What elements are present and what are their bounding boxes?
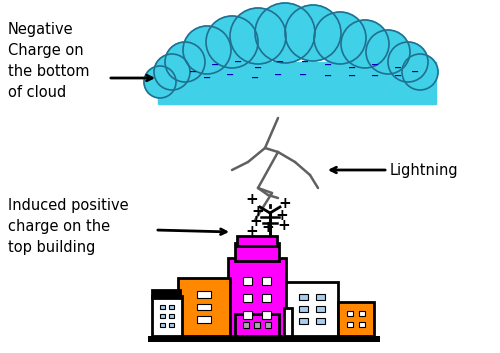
Text: +: + (246, 225, 258, 239)
Bar (299, 306, 308, 312)
Circle shape (144, 66, 176, 98)
Bar (196, 291, 212, 298)
Text: +: + (278, 217, 290, 233)
Bar (152, 290, 180, 298)
Bar (148, 336, 380, 342)
Circle shape (366, 30, 410, 74)
Bar (338, 302, 374, 336)
Text: −: − (411, 67, 419, 77)
Text: −: − (371, 71, 379, 81)
Bar (265, 322, 270, 328)
Text: −: − (324, 60, 332, 70)
Bar (160, 323, 164, 328)
Bar (286, 282, 338, 336)
Text: −: − (301, 57, 309, 67)
Circle shape (255, 3, 315, 63)
Bar (316, 306, 325, 312)
Bar (170, 314, 174, 318)
Circle shape (183, 26, 231, 74)
Text: +: + (262, 221, 274, 235)
Text: −: − (394, 71, 402, 81)
Text: −: − (348, 71, 356, 81)
Text: −: − (251, 73, 259, 83)
Bar (196, 304, 212, 310)
Bar (237, 236, 277, 246)
Bar (242, 276, 252, 285)
Circle shape (285, 5, 341, 61)
Text: −: − (189, 67, 197, 77)
Text: +: + (276, 208, 288, 222)
Circle shape (230, 8, 286, 64)
Bar (196, 316, 212, 323)
Bar (262, 311, 272, 319)
Bar (242, 311, 252, 319)
Bar (262, 276, 272, 285)
Text: −: − (276, 57, 284, 67)
Text: +: + (246, 192, 258, 208)
Circle shape (314, 12, 366, 64)
Text: −: − (394, 63, 402, 73)
Text: +: + (250, 215, 262, 229)
Text: −: − (203, 73, 211, 83)
Bar (170, 305, 174, 309)
Text: −: − (226, 70, 234, 80)
Text: −: − (324, 71, 332, 81)
Bar (359, 322, 365, 327)
Bar (359, 311, 365, 316)
Bar (160, 305, 164, 309)
Bar (235, 314, 279, 336)
Bar (170, 323, 174, 328)
Bar (152, 296, 182, 336)
Bar (316, 294, 325, 300)
Bar (228, 258, 286, 336)
Bar (316, 318, 325, 324)
Circle shape (206, 16, 258, 68)
Bar (235, 243, 279, 261)
Bar (254, 322, 260, 328)
Circle shape (154, 54, 190, 90)
Bar (299, 318, 308, 324)
Bar (299, 294, 308, 300)
Bar (242, 294, 252, 302)
Text: −: − (274, 70, 282, 80)
Bar (347, 311, 353, 316)
Text: Induced positive
charge on the
top building: Induced positive charge on the top build… (8, 198, 128, 255)
Circle shape (341, 20, 389, 68)
Bar (244, 322, 249, 328)
Circle shape (388, 42, 428, 82)
Bar (158, 62, 436, 104)
Text: −: − (299, 70, 307, 80)
Text: +: + (278, 196, 291, 210)
Text: Negative
Charge on
the bottom
of cloud: Negative Charge on the bottom of cloud (8, 22, 89, 100)
Text: −: − (211, 60, 219, 70)
Bar (284, 308, 292, 336)
Text: −: − (371, 60, 379, 70)
Bar (178, 278, 230, 336)
Circle shape (402, 54, 438, 90)
Circle shape (165, 42, 205, 82)
Bar (262, 294, 272, 302)
Text: −: − (348, 63, 356, 73)
Text: +: + (252, 204, 264, 220)
Bar (347, 322, 353, 327)
Text: −: − (234, 57, 242, 67)
Bar (160, 314, 164, 318)
Text: −: − (254, 63, 262, 73)
Text: Lightning: Lightning (390, 162, 458, 178)
